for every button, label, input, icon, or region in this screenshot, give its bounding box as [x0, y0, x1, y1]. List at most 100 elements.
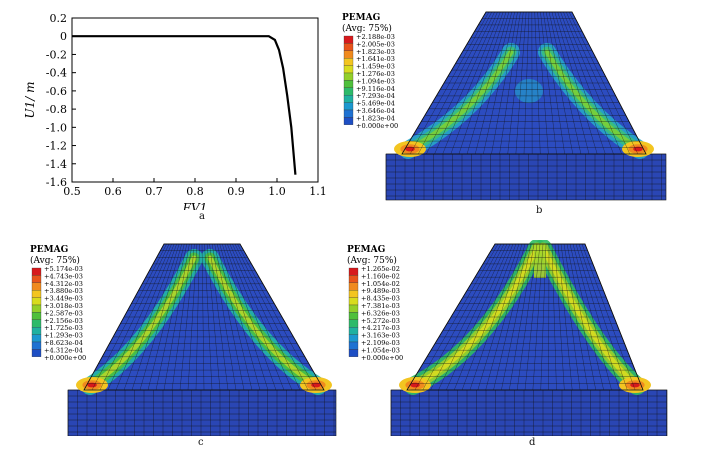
x-tick-label: 0.5 — [63, 185, 81, 198]
mesh-line — [557, 243, 573, 391]
mesh-line — [99, 243, 170, 391]
legend-value: +9.116e-04 — [356, 85, 395, 93]
mesh-line — [147, 243, 185, 391]
legend-value: +2.005e-03 — [356, 40, 395, 48]
mesh-line — [575, 243, 620, 391]
x-tick-label: 1.1 — [309, 185, 327, 198]
legend-value: +2.587e-03 — [44, 309, 83, 317]
legend-color-band — [348, 282, 359, 291]
mesh-line — [224, 243, 277, 391]
mesh-line — [543, 11, 565, 155]
chart-a: 0.5 0.6 0.7 0.8 0.9 1.0 1.1 0.2 0 -0.2 -0.4 -0.6 -0.… — [23, 12, 327, 210]
legend-value: +2.109e-03 — [361, 339, 400, 347]
legend-color-band — [343, 109, 354, 118]
legend-subtitle: (Avg: 75%) — [30, 255, 80, 266]
mesh-line — [563, 243, 589, 391]
legend-value: +1.459e-03 — [356, 63, 395, 71]
legend-value: +3.449e-03 — [44, 295, 83, 303]
legend-subtitle: (Avg: 75%) — [347, 255, 397, 266]
legend-color-band — [31, 290, 42, 298]
legend-value: +1.094e-03 — [356, 77, 395, 85]
legend-color-band — [348, 319, 359, 328]
mesh-line — [485, 243, 526, 391]
toe-hotspot — [633, 146, 643, 152]
mesh-line — [227, 243, 285, 391]
x-tick-label: 0.6 — [104, 185, 122, 198]
dam-outline — [401, 11, 647, 155]
mesh-line — [540, 243, 547, 391]
legend-value: +5.272e-03 — [361, 317, 400, 325]
mesh-line — [422, 243, 502, 391]
mesh-line — [107, 243, 172, 391]
mesh-line — [139, 243, 182, 391]
legend-subtitle: (Avg: 75%) — [342, 23, 392, 34]
legend-value: +1.641e-03 — [356, 55, 395, 63]
legend-color-band — [348, 327, 359, 335]
x-tick-label: 0.9 — [227, 185, 245, 198]
mesh-line — [219, 243, 261, 391]
legend-value: +3.163e-03 — [361, 332, 400, 340]
legend-value: +8.623e-04 — [44, 339, 83, 347]
y-tick-label: -1.0 — [46, 121, 67, 134]
legend-value: +1.293e-03 — [44, 332, 83, 340]
legend-value: +0.000e+00 — [361, 354, 403, 362]
mesh-line — [581, 243, 636, 391]
legend-value: +2.156e-03 — [44, 317, 83, 325]
mesh-line — [232, 243, 301, 391]
y-tick-label: -0.2 — [46, 48, 67, 61]
dam-outline — [83, 243, 325, 391]
mesh-line — [211, 243, 237, 391]
legend-color-band — [348, 341, 359, 350]
foundation — [385, 153, 667, 201]
legend-color-band — [343, 80, 354, 88]
legend-value: +1.725e-03 — [44, 324, 83, 332]
plot-frame — [71, 17, 319, 183]
mesh-line — [442, 11, 501, 155]
mesh-line — [551, 11, 590, 155]
legend-value: +3.018e-03 — [44, 302, 83, 310]
mesh-line — [491, 11, 518, 155]
caption-a: a — [199, 211, 205, 222]
mesh-line — [546, 11, 573, 155]
central-zone — [515, 79, 543, 103]
toe-hotspot — [630, 382, 640, 388]
legend-title: PEMAG — [342, 13, 380, 23]
legend-value: +0.000e+00 — [356, 122, 398, 130]
legend-value: +7.293e-04 — [356, 92, 395, 100]
x-tick-label: 0.7 — [145, 185, 163, 198]
legend-color-band — [348, 297, 359, 306]
mesh-line — [515, 11, 527, 155]
series-line — [72, 35, 297, 175]
legend-color-band — [348, 349, 359, 357]
y-tick-label: -0.6 — [46, 85, 67, 98]
mesh-line — [466, 11, 510, 155]
legend-value: +1.054e-03 — [361, 346, 400, 354]
y-tick-label: -0.4 — [46, 67, 67, 80]
mesh-line — [234, 243, 309, 391]
legend-color-band — [31, 334, 42, 343]
mesh-line — [206, 243, 221, 391]
mesh-line — [217, 243, 253, 391]
legend-color-band — [348, 334, 359, 343]
mesh-line — [532, 243, 544, 391]
legend-color-band — [343, 35, 354, 44]
mesh-line — [568, 11, 639, 155]
mesh-line — [426, 11, 495, 155]
legend-value: +4.743e-03 — [44, 272, 83, 280]
y-tick-label: -0.8 — [46, 103, 67, 116]
y-tick-label: 0 — [60, 30, 67, 43]
caption-b: b — [536, 205, 543, 216]
x-axis-label: FV1 — [182, 201, 208, 210]
mesh-line — [222, 243, 269, 391]
mesh-line — [507, 11, 524, 155]
x-tick-label: 1.0 — [268, 185, 286, 198]
mesh-line — [195, 243, 200, 391]
mesh-line — [475, 11, 512, 155]
mesh-line — [438, 243, 508, 391]
legend-color-band — [348, 304, 359, 313]
mesh-line — [551, 243, 557, 391]
legend-value: +0.000e+00 — [44, 354, 86, 362]
legend-title: PEMAG — [30, 245, 68, 255]
mesh-line — [469, 243, 520, 391]
contour-c: PEMAG(Avg: 75%)+5.174e-03+4.743e-03+4.31… — [30, 243, 337, 436]
